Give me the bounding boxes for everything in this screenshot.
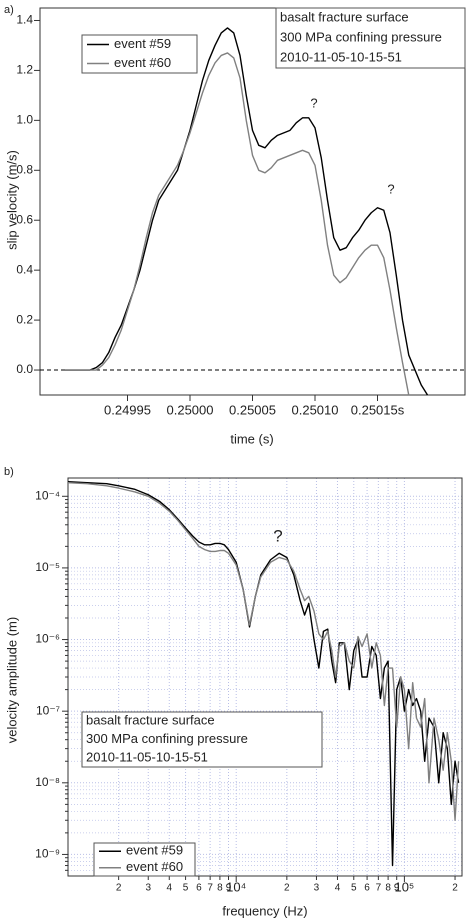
annotation: ? (273, 526, 282, 545)
legend-box (81, 34, 198, 74)
panel-label: a) (4, 4, 14, 16)
x-tick-label: 3 (145, 883, 151, 894)
series-line (67, 480, 460, 867)
info-text: 300 MPa confining pressure (280, 29, 442, 44)
x-tick-label: 8 (217, 883, 223, 894)
x-tick-label: 0.24995 (104, 402, 151, 417)
info-box (275, 7, 466, 69)
series-line (67, 481, 460, 821)
y-tick-label: 10⁻⁹ (35, 847, 60, 861)
x-tick-label: 2 (284, 883, 290, 894)
x-tick-label: 10⁵ (394, 879, 414, 894)
x-tick-label: 2 (116, 883, 122, 894)
x-tick-label: 5 (351, 883, 357, 894)
y-tick-label: 0.6 (16, 212, 33, 226)
series-line (65, 52, 410, 396)
y-tick-label: 10⁻⁷ (36, 703, 60, 717)
y-tick-label: 10⁻⁸ (35, 775, 60, 789)
x-tick-label: 7 (376, 883, 382, 894)
y-axis-label: slip velocity (m/s) (4, 150, 19, 250)
x-tick-label: 7 (207, 883, 213, 894)
annotation: ? (310, 95, 317, 110)
y-tick-label: 1.4 (16, 13, 33, 27)
info-box (81, 711, 323, 768)
y-tick-label: 0.4 (16, 262, 33, 276)
legend-label: event #59 (114, 36, 171, 51)
y-tick-label: 0.2 (16, 312, 33, 326)
x-tick-label: 3 (314, 883, 320, 894)
x-tick-label: 0.25015s (351, 402, 405, 417)
plot-frame (67, 477, 463, 877)
legend-label: event #59 (126, 843, 183, 858)
x-tick-label: 2 (452, 883, 458, 894)
x-tick-label: 0.25000 (167, 402, 214, 417)
series-line (65, 27, 429, 396)
legend-label: event #60 (126, 859, 183, 874)
y-tick-label: 10⁻⁵ (35, 560, 60, 574)
info-text: 300 MPa confining pressure (86, 731, 248, 746)
x-tick-label: 5 (183, 883, 189, 894)
x-axis-label: frequency (Hz) (222, 903, 307, 918)
x-tick-label: 4 (335, 883, 341, 894)
x-tick-label: 6 (196, 883, 202, 894)
y-tick-label: 0.0 (16, 362, 33, 376)
x-tick-label: 8 (385, 883, 391, 894)
info-text: basalt fracture surface (280, 9, 409, 24)
panel-label: b) (4, 466, 14, 478)
x-tick-label: 10⁴ (226, 879, 246, 894)
y-tick-label: 1.2 (16, 63, 33, 77)
legend-label: event #60 (114, 55, 171, 70)
info-text: 2010-11-05-10-15-51 (86, 749, 208, 764)
info-text: basalt fracture surface (86, 713, 215, 728)
x-axis-label: time (s) (230, 431, 273, 446)
y-axis-label: velocity amplitude (m) (4, 617, 19, 743)
legend-box (93, 842, 196, 877)
x-tick-label: 9 (394, 883, 400, 894)
y-tick-label: 10⁻⁶ (35, 632, 60, 646)
x-tick-label: 4 (166, 883, 172, 894)
annotation: ? (387, 181, 394, 196)
y-tick-label: 10⁻⁴ (35, 488, 60, 502)
x-tick-label: 9 (226, 883, 232, 894)
y-tick-label: 1.0 (16, 113, 33, 127)
x-tick-label: 6 (364, 883, 370, 894)
y-tick-label: 0.8 (16, 162, 33, 176)
x-tick-label: 0.25010 (292, 402, 339, 417)
x-tick-label: 0.25005 (229, 402, 276, 417)
info-text: 2010-11-05-10-15-51 (280, 49, 402, 64)
